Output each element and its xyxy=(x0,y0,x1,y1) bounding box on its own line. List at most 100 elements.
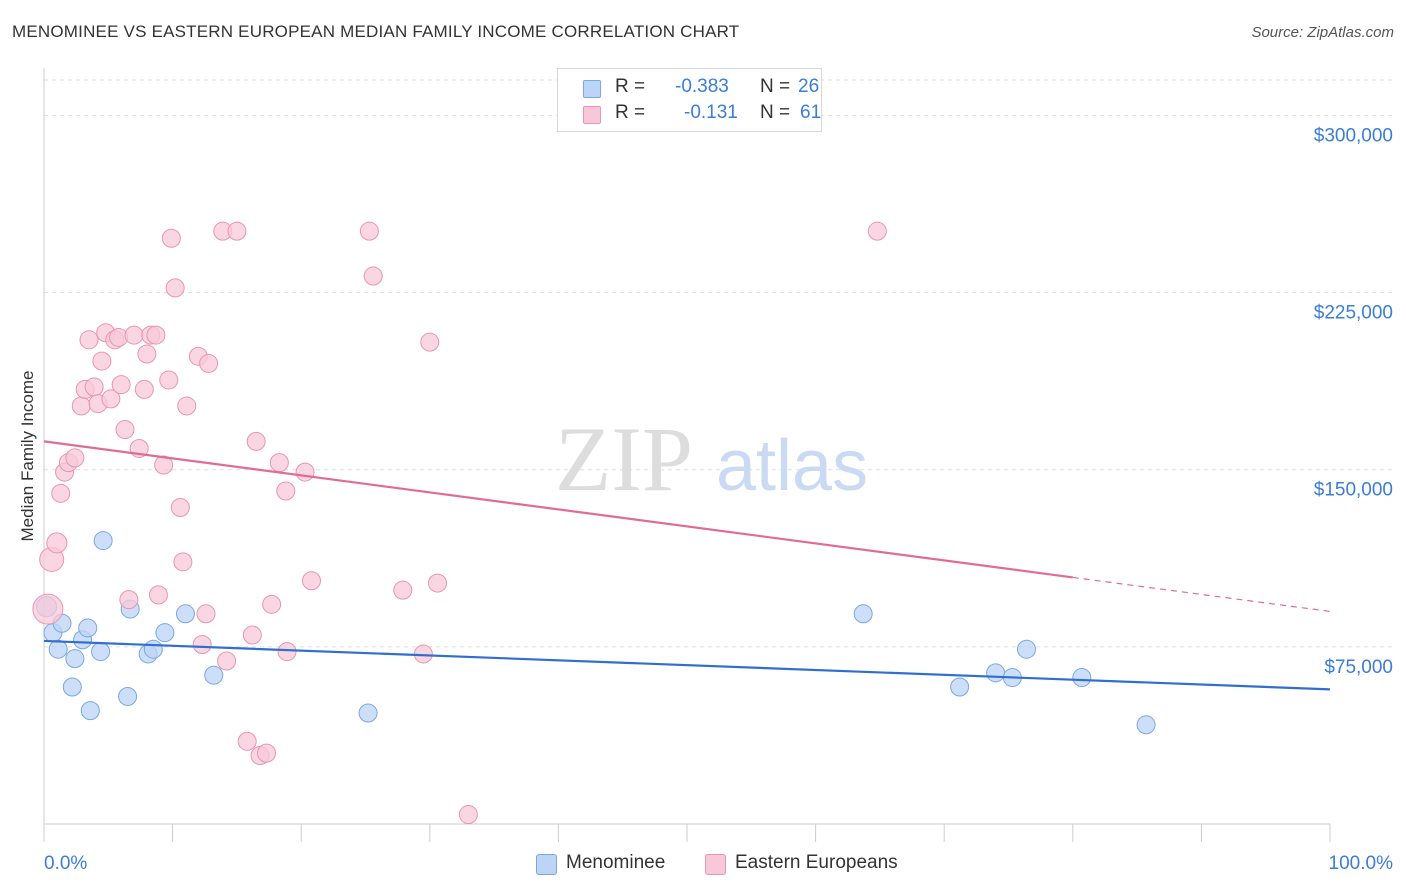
eastern-european-point xyxy=(32,593,64,625)
eastern-european-point xyxy=(192,634,212,654)
trend-lines xyxy=(43,440,1331,691)
eastern-european-point xyxy=(101,389,121,409)
bottom-legend-label: Eastern Europeans xyxy=(735,852,898,873)
eastern-european-point xyxy=(237,731,257,751)
menominee-point xyxy=(155,623,175,643)
eastern-european-point xyxy=(173,552,193,572)
x-tick-label: 100.0% xyxy=(1329,853,1394,874)
menominee-point xyxy=(950,677,970,697)
eastern-european-point xyxy=(137,344,157,364)
bottom-legend-swatch-menominee xyxy=(536,854,557,875)
eastern-european-point xyxy=(420,332,440,352)
menominee-point xyxy=(1072,668,1092,688)
eastern-european-point xyxy=(124,325,144,345)
eastern-european-point xyxy=(269,453,289,473)
eastern-european-point xyxy=(170,498,190,518)
menominee-point xyxy=(175,604,195,624)
eastern-european-point xyxy=(276,481,296,501)
eastern-european-point xyxy=(146,325,166,345)
x-tick-label: 0.0% xyxy=(44,853,87,874)
eastern-european-point xyxy=(154,455,174,475)
legend-r-label: R = xyxy=(615,76,646,97)
menominee-point xyxy=(91,642,111,662)
legend-r-value: -0.383 xyxy=(675,76,729,97)
eastern-european-point xyxy=(246,431,266,451)
eastern-european-point xyxy=(71,396,91,416)
eastern-european-point xyxy=(363,266,383,286)
eastern-european-point xyxy=(359,221,379,241)
eastern-european-point xyxy=(199,353,219,373)
tick-labels: $75,000 $150,000 $225,000 $300,000 0.0% 100.0… xyxy=(44,125,1393,874)
menominee-point xyxy=(853,604,873,624)
legend-n-label: N = xyxy=(760,76,791,97)
eastern-european-point xyxy=(393,580,413,600)
eastern-european-point xyxy=(115,420,135,440)
source-label: Source: ZipAtlas.com xyxy=(1251,24,1394,41)
menominee-point xyxy=(48,639,68,659)
eastern-european-point xyxy=(148,585,168,605)
eastern-european-point xyxy=(217,651,237,671)
eastern-european-point xyxy=(458,805,478,825)
menominee-point xyxy=(1136,715,1156,735)
eastern-european-point xyxy=(51,483,71,503)
bottom-legend-label: Menominee xyxy=(566,852,666,873)
y-tick-label: $225,000 xyxy=(1314,303,1393,324)
bottom-legend-swatch-eastern-europeans xyxy=(705,854,726,875)
grid-lines xyxy=(44,79,1392,648)
axes xyxy=(43,68,1331,842)
eastern-european-trend-line-extension xyxy=(1072,576,1331,613)
eastern-european-point xyxy=(119,590,139,610)
menominee-point xyxy=(118,686,138,706)
eastern-european-point xyxy=(159,370,179,390)
eastern-european-point xyxy=(177,396,197,416)
menominee-point xyxy=(65,649,85,669)
legend-r-label: R = xyxy=(615,102,646,123)
eastern-european-point xyxy=(134,379,154,399)
menominee-point xyxy=(358,703,378,723)
legend-r-value: -0.131 xyxy=(684,102,738,123)
data-points xyxy=(32,221,1156,825)
menominee-point xyxy=(204,665,224,685)
eastern-european-point xyxy=(227,221,247,241)
legend-swatch-eastern-europeans xyxy=(583,106,601,124)
eastern-european-point xyxy=(46,532,68,554)
eastern-european-point xyxy=(277,642,297,662)
eastern-european-point xyxy=(428,573,448,593)
eastern-european-point xyxy=(161,228,181,248)
menominee-point xyxy=(143,639,163,659)
legend-n-label: N = xyxy=(760,102,791,123)
eastern-european-point xyxy=(79,330,99,350)
y-axis-label: Median Family Income xyxy=(18,370,37,541)
eastern-european-point xyxy=(165,278,185,298)
eastern-european-point xyxy=(262,594,282,614)
menominee-point xyxy=(78,618,98,638)
menominee-trend-line xyxy=(43,639,1331,691)
y-tick-label: $300,000 xyxy=(1314,125,1393,146)
eastern-european-point xyxy=(92,351,112,371)
y-tick-label: $150,000 xyxy=(1314,480,1393,501)
eastern-european-point xyxy=(867,221,887,241)
watermark-atlas: atlas xyxy=(716,426,868,506)
menominee-point xyxy=(93,531,113,551)
eastern-european-point xyxy=(295,462,315,482)
eastern-european-point xyxy=(84,377,104,397)
legend-n-value: 26 xyxy=(798,76,820,97)
menominee-point xyxy=(986,663,1006,683)
legend-n-value: 61 xyxy=(800,102,822,123)
watermark-zip: ZIP xyxy=(555,408,693,510)
eastern-european-point xyxy=(111,375,131,395)
legend-swatch-menominee xyxy=(583,80,601,98)
menominee-point xyxy=(62,677,82,697)
chart-title: MENOMINEE VS EASTERN EUROPEAN MEDIAN FAM… xyxy=(12,22,740,41)
watermark: ZIP atlas xyxy=(555,408,868,510)
menominee-point xyxy=(1017,639,1037,659)
y-tick-label: $75,000 xyxy=(1324,657,1393,678)
eastern-european-point xyxy=(256,743,276,763)
eastern-european-trend-line xyxy=(43,440,1073,579)
correlation-legend: R = -0.383 N = 26 R = -0.131 N = 61 xyxy=(557,68,822,132)
eastern-european-point xyxy=(301,571,321,591)
eastern-european-point xyxy=(65,448,85,468)
menominee-point xyxy=(80,701,100,721)
eastern-european-point xyxy=(196,604,216,624)
